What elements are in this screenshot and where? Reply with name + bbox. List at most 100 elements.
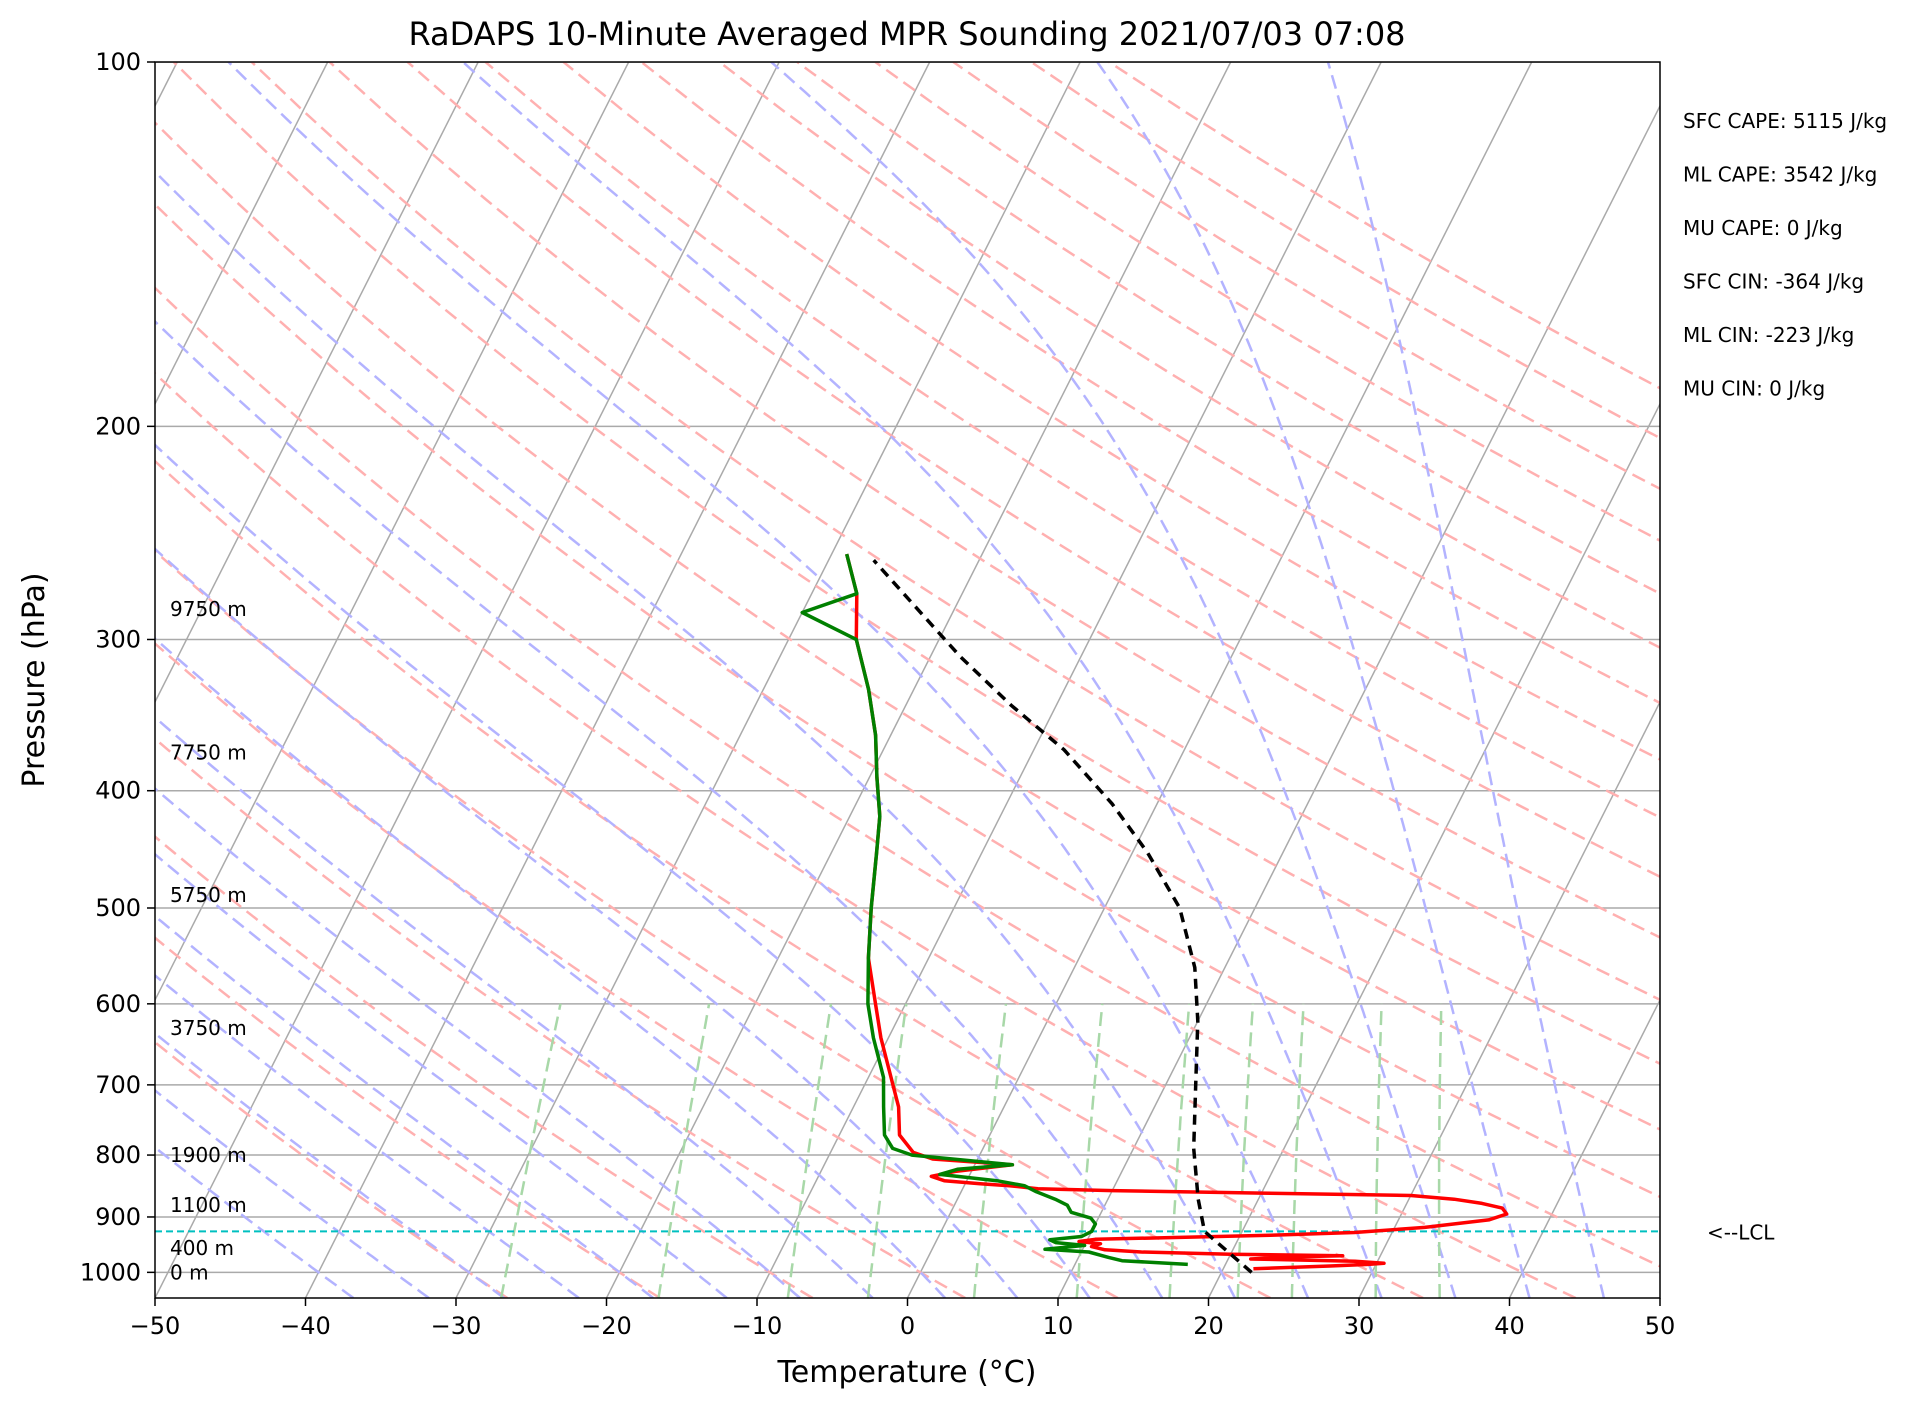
- dry-adiabat-line: [406, 62, 1660, 879]
- data-series: [155, 553, 1660, 1274]
- dry-adiabat-line: [155, 371, 1577, 1298]
- moist-adiabat-line: [155, 973, 580, 1298]
- moist-adiabat-line: [155, 914, 654, 1298]
- x-tick-label: −50: [130, 1312, 181, 1340]
- moist-adiabat-line: [155, 852, 728, 1298]
- dry-adiabat-line: [155, 641, 1119, 1298]
- y-tick-label: 200: [95, 412, 141, 440]
- height-label: 1100 m: [170, 1193, 247, 1217]
- moist-adiabat-line: [155, 636, 947, 1298]
- isotherm-line: [1358, 700, 1660, 1298]
- height-label: 7750 m: [170, 741, 247, 765]
- moist-adiabat-line: [769, 62, 1457, 1298]
- moist-adiabat-line: [155, 715, 874, 1298]
- dry-adiabat-line: [155, 1040, 509, 1298]
- y-tick-label: 900: [95, 1203, 141, 1231]
- x-tick-label: −30: [431, 1312, 482, 1340]
- x-tick-label: 40: [1494, 1312, 1525, 1340]
- dry-adiabat-line: [172, 62, 1660, 1066]
- height-label: 5750 m: [170, 883, 247, 907]
- dry-adiabat-line: [1030, 62, 1660, 440]
- dewpoint-line: [800, 553, 1188, 1267]
- stability-index: ML CAPE: 3542 J/kg: [1683, 163, 1877, 187]
- moist-adiabat-line: [226, 62, 1310, 1298]
- dry-adiabat-line: [155, 835, 814, 1298]
- mixing-ratio-line: [972, 1003, 1008, 1298]
- x-tick-label: 50: [1645, 1312, 1676, 1340]
- isotherm-line: [605, 62, 1232, 1298]
- dry-adiabat-line: [155, 737, 966, 1298]
- height-label: 3750 m: [170, 1016, 247, 1040]
- y-tick-label: 700: [95, 1071, 141, 1099]
- x-axis-ticks: −50 −40 −30 −20 −10 0 10 20 30 40 50: [130, 1298, 1676, 1340]
- isotherm-line: [304, 62, 931, 1298]
- height-label: 400 m: [170, 1236, 234, 1260]
- isotherm-line: [455, 62, 1081, 1298]
- isotherm-line: [1207, 402, 1660, 1298]
- x-axis-label: Temperature (°C): [777, 1355, 1037, 1390]
- isotherm-line: [906, 62, 1533, 1298]
- x-tick-label: −40: [280, 1312, 331, 1340]
- y-tick-label: 800: [95, 1141, 141, 1169]
- moist-adiabat-line: [155, 169, 1237, 1298]
- plot-frame: [154, 61, 1661, 1299]
- mixing-ratio-line: [786, 1003, 833, 1298]
- dry-adiabat-line: [155, 120, 1660, 1131]
- y-tick-label: 500: [95, 894, 141, 922]
- dry-adiabat-line: [874, 62, 1660, 542]
- moist-adiabat-line: [155, 1031, 505, 1298]
- dry-adiabat-line: [155, 286, 1660, 1268]
- stability-index: SFC CIN: -364 J/kg: [1683, 270, 1864, 294]
- dry-adiabat-line: [155, 202, 1660, 1199]
- dry-adiabat-line: [155, 459, 1424, 1298]
- isotherm-line: [155, 62, 479, 704]
- moist-adiabat-line: [461, 62, 1383, 1298]
- mixing-ratio-line: [1168, 1003, 1191, 1298]
- y-tick-label: 300: [95, 625, 141, 653]
- moist-adiabat-line: [155, 319, 1164, 1298]
- parcel-line: [872, 559, 1253, 1274]
- y-tick-label: 600: [95, 990, 141, 1018]
- x-tick-label: 30: [1344, 1312, 1375, 1340]
- dry-adiabat-line: [155, 549, 1271, 1298]
- dry-adiabat-line: [640, 62, 1660, 705]
- height-label: 0 m: [170, 1260, 209, 1284]
- isotherm-line: [1811, 62, 1925, 1298]
- dry-adiabat-line: [155, 936, 661, 1298]
- mixing-ratio-line: [1374, 1003, 1383, 1298]
- isotherm-line: [155, 62, 630, 1002]
- isotherm-line: [155, 62, 329, 406]
- mixing-ratio-line: [1236, 1003, 1255, 1298]
- lcl-label: <--LCL: [1707, 1220, 1775, 1244]
- dry-adiabat-line: [1108, 62, 1660, 390]
- y-axis-label: Pressure (hPa): [17, 572, 52, 787]
- stability-indices: SFC CAPE: 5115 J/kg ML CAPE: 3542 J/kg MU …: [1683, 109, 1887, 401]
- mixing-ratio-line: [657, 1003, 711, 1298]
- x-tick-label: −20: [581, 1312, 632, 1340]
- moist-adiabat-line: [155, 1088, 430, 1298]
- dry-adiabat-line: [484, 62, 1660, 819]
- dry-adiabat-line: [952, 62, 1660, 491]
- dry-adiabat-line: [562, 62, 1660, 761]
- height-label: 1900 m: [170, 1143, 247, 1167]
- dry-adiabat-line: [328, 62, 1660, 939]
- mixing-ratio-line: [866, 1003, 908, 1298]
- reference-lines: [155, 62, 1925, 1298]
- dry-adiabat-line: [796, 62, 1660, 595]
- y-tick-label: 400: [95, 777, 141, 805]
- isotherm-line: [1057, 104, 1660, 1298]
- y-tick-label: 1000: [80, 1258, 141, 1286]
- y-axis-ticks: 100 200 300 400 500 600 700 800 900 1000: [80, 48, 155, 1286]
- mixing-ratio-line: [1437, 1003, 1443, 1298]
- mixing-ratio-line: [1075, 1003, 1104, 1298]
- isotherm-line: [1659, 1296, 1660, 1298]
- x-tick-label: 10: [1043, 1312, 1074, 1340]
- height-label: 9750 m: [170, 597, 247, 621]
- moist-adiabat-line: [155, 786, 801, 1298]
- stability-index: SFC CAPE: 5115 J/kg: [1683, 109, 1887, 133]
- chart-title: RaDAPS 10-Minute Averaged MPR Sounding 2…: [408, 15, 1405, 53]
- isotherm-line: [1508, 998, 1660, 1298]
- isotherm-line: [155, 62, 780, 1298]
